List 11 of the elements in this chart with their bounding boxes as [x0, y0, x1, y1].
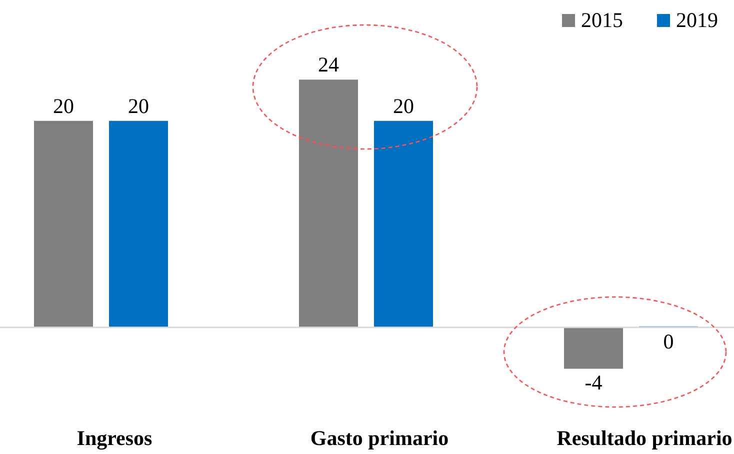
legend-label: 2019: [676, 8, 718, 33]
legend-label: 2015: [581, 8, 623, 33]
data-label: 0: [663, 329, 674, 354]
data-label: 20: [53, 94, 74, 118]
data-label: 24: [318, 52, 340, 77]
x-tick-label: Gasto primario: [310, 426, 449, 450]
data-label: -4: [584, 370, 603, 395]
data-label: 20: [393, 94, 414, 118]
data-label: 20: [128, 94, 149, 118]
x-tick-label: Resultado primario: [556, 426, 732, 450]
x-tick-label: Ingresos: [76, 426, 152, 450]
